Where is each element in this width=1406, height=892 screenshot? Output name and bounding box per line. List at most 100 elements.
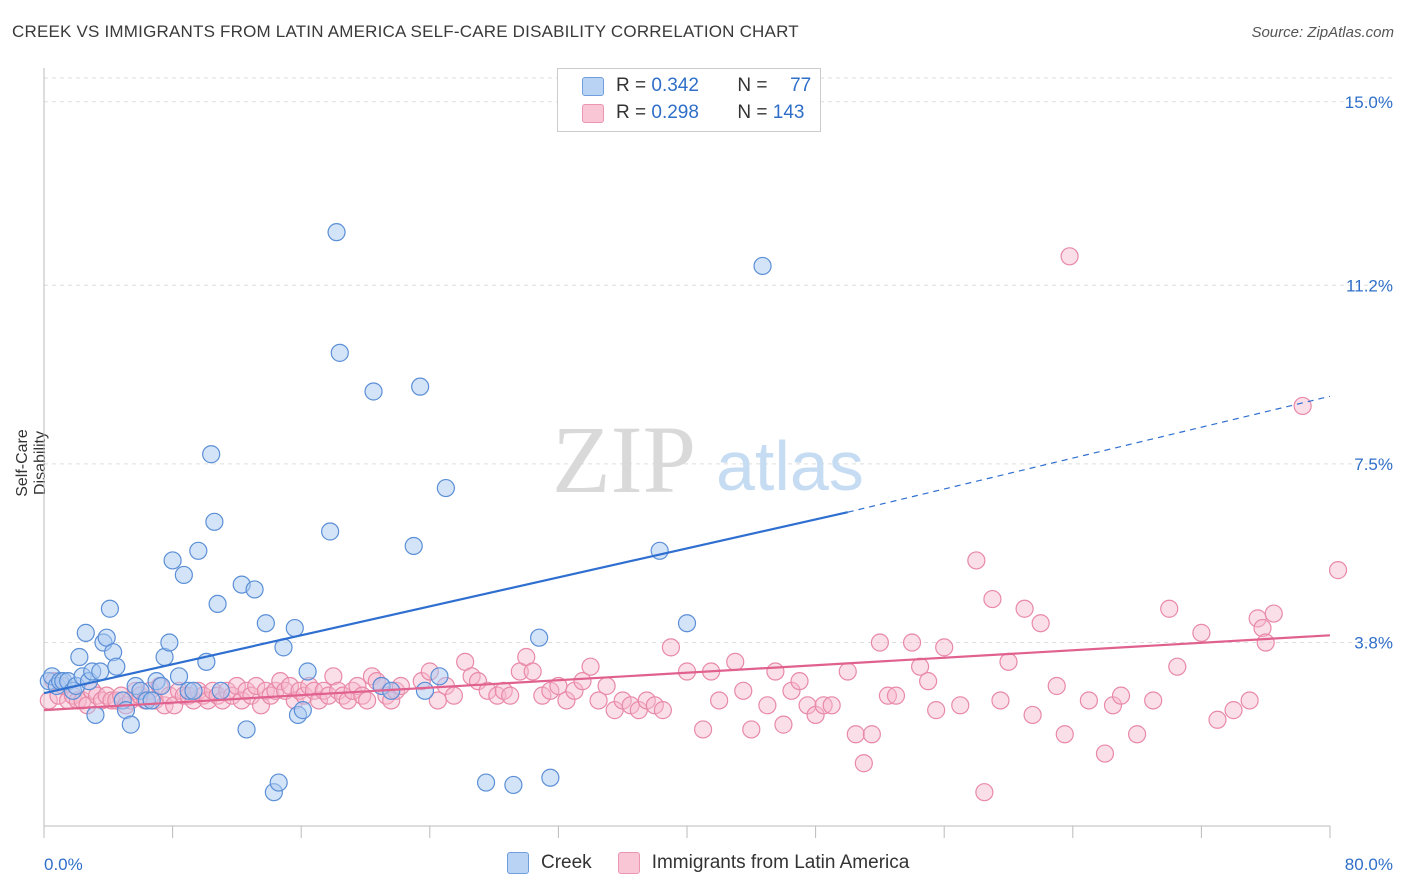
creek-trend-extension (847, 395, 1331, 513)
latin-point (1055, 725, 1074, 744)
legend-r-label: R = (616, 102, 647, 123)
creek-point (160, 633, 179, 652)
latin-point (975, 783, 994, 802)
creek-point (121, 715, 140, 734)
latin-point (1192, 623, 1211, 642)
series-legend: Creek Immigrants from Latin America (507, 852, 935, 874)
latin-point (1047, 676, 1066, 696)
latin-point (1264, 604, 1283, 623)
latin-point (1127, 725, 1147, 744)
creek-point (504, 775, 523, 795)
legend-n-value: 143 (772, 102, 805, 123)
creek-point (152, 676, 171, 696)
chart-title: CREEK VS IMMIGRANTS FROM LATIN AMERICA S… (12, 22, 799, 41)
latin-point (886, 686, 906, 705)
latin-point (589, 691, 608, 710)
creek-point (169, 667, 189, 686)
latin-point (247, 676, 266, 696)
creek-point (163, 551, 182, 570)
creek-point (285, 618, 304, 638)
creek-legend-swatch (507, 852, 529, 874)
latin-point (991, 691, 1010, 710)
latin-point (927, 701, 946, 720)
latin-point (822, 696, 841, 715)
creek-point (245, 580, 264, 599)
legend-n-value: 77 (790, 75, 812, 96)
creek-point (753, 256, 772, 276)
latin-point (902, 633, 922, 652)
creek-point (530, 628, 549, 647)
creek-legend-label: Creek (541, 852, 592, 873)
creek-point (86, 705, 105, 725)
legend-row-creek: R = 0.342 N = 77 (582, 73, 811, 99)
latin-point (348, 676, 367, 696)
latin-point (919, 672, 938, 691)
latin-point (232, 691, 251, 710)
latin-point (1023, 705, 1042, 725)
correlation-legend: R = 0.342 N = 77 R = 0.298 N = 143 (557, 68, 821, 132)
latin-point (734, 681, 753, 700)
latin-point (1111, 686, 1131, 705)
y-tick-label: 3.8% (1354, 634, 1393, 653)
latin-point (1253, 618, 1272, 638)
legend-n-label: N = (737, 75, 768, 96)
creek-point (256, 614, 275, 633)
source-credit: Source: ZipAtlas.com (1251, 24, 1394, 41)
legend-item-latin: Immigrants from Latin America (617, 852, 909, 874)
latin-point (983, 589, 1002, 609)
latin-swatch (582, 103, 604, 123)
creek-point (677, 614, 697, 633)
creek-point (330, 343, 349, 362)
watermark-zip: ZIP (552, 406, 696, 513)
latin-point (501, 686, 520, 705)
creek-point (430, 667, 449, 686)
latin-point (758, 696, 777, 715)
creek-point (208, 594, 227, 614)
creek-point (76, 623, 95, 642)
latin-point (693, 720, 713, 739)
legend-row-latin: R = 0.298 N = 143 (582, 100, 804, 126)
latin-point (1160, 599, 1179, 618)
y-tick-label: 7.5% (1354, 455, 1393, 474)
creek-point (364, 382, 383, 401)
legend-item-creek: Creek (507, 852, 592, 874)
latin-point (165, 696, 184, 715)
latin-point (1095, 744, 1115, 763)
latin-point (742, 720, 761, 739)
latin-point (280, 676, 300, 696)
latin-point (1015, 599, 1034, 618)
latin-point (358, 691, 377, 710)
latin-point (846, 725, 865, 744)
latin-point (581, 657, 600, 676)
latin-point (266, 681, 285, 700)
creek-point (269, 773, 288, 792)
latin-point (1144, 691, 1163, 710)
latin-point (838, 662, 857, 681)
latin-legend-swatch (617, 852, 640, 874)
x-tick-label: 80.0% (1345, 855, 1393, 874)
latin-point (1224, 701, 1243, 720)
creek-point (202, 445, 221, 464)
creek-point (100, 599, 120, 618)
creek-point (189, 541, 208, 560)
creek-point (184, 681, 203, 700)
x-tick-label: 0.0% (44, 855, 83, 874)
creek-point (541, 768, 560, 787)
creek-point (142, 691, 161, 710)
creek-point (293, 701, 312, 720)
creek-point (70, 647, 89, 667)
latin-point (854, 754, 873, 773)
latin-point (862, 725, 881, 744)
legend-r-label: R = (616, 75, 647, 96)
latin-point (1060, 247, 1079, 266)
latin-point (573, 672, 592, 691)
creek-point (415, 681, 435, 700)
latin-point (309, 691, 328, 710)
latin-point (1293, 396, 1312, 416)
creek-point (404, 536, 423, 556)
y-tick-label: 15.0% (1345, 93, 1393, 112)
latin-point (951, 696, 970, 715)
creek-point (237, 720, 256, 739)
latin-point (766, 662, 785, 681)
